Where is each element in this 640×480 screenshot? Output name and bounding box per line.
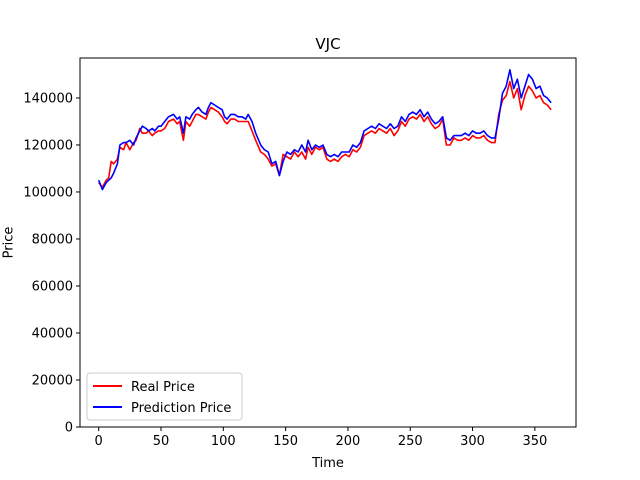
y-tick-label: 0 bbox=[65, 421, 73, 436]
y-tick-label: 60000 bbox=[32, 279, 73, 294]
x-axis-label: Time bbox=[311, 456, 344, 471]
series-line-real-price bbox=[98, 80, 552, 189]
y-tick-label: 80000 bbox=[32, 232, 73, 247]
legend-real-price-label: Real Price bbox=[131, 380, 195, 395]
chart-title: VJC bbox=[315, 35, 340, 53]
x-tick-label: 150 bbox=[273, 434, 298, 449]
x-tick-label: 100 bbox=[211, 434, 236, 449]
series-line-prediction-price bbox=[97, 69, 552, 191]
x-tick-label: 200 bbox=[336, 434, 361, 449]
axes-layer: 0 50 100 150 200 250 300 350 0 20000 40000 60000 800… bbox=[23, 57, 577, 449]
y-tick-label: 40000 bbox=[32, 326, 73, 341]
legend-box bbox=[86, 372, 243, 421]
x-tick-label: 250 bbox=[398, 434, 423, 449]
y-axis-label: Price bbox=[2, 227, 17, 259]
plot-frame bbox=[79, 57, 577, 428]
y-tick-label: 20000 bbox=[32, 373, 73, 388]
x-tick-label: 50 bbox=[153, 434, 170, 449]
series-layer bbox=[97, 69, 552, 191]
y-tick-label: 120000 bbox=[23, 138, 73, 153]
x-tick-label: 350 bbox=[522, 434, 547, 449]
legend: Real Price Prediction Price bbox=[86, 372, 243, 421]
y-tick-label: 100000 bbox=[23, 185, 73, 200]
y-tick-label: 140000 bbox=[23, 91, 73, 106]
legend-prediction-price-label: Prediction Price bbox=[131, 401, 231, 416]
x-tick-label: 0 bbox=[95, 434, 103, 449]
x-tick-label: 300 bbox=[460, 434, 485, 449]
